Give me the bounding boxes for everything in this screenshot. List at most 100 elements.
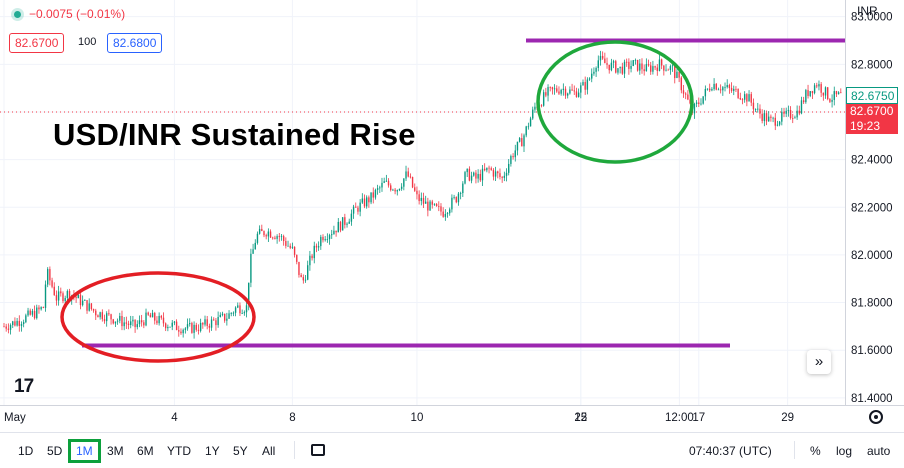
candle [663,65,665,76]
candle [243,310,246,316]
candle [344,213,346,229]
candle [444,209,447,221]
candle [741,98,744,105]
candle [608,64,610,74]
candle [695,100,698,108]
scroll-to-realtime-button[interactable]: » [807,350,831,374]
candle [341,217,344,231]
range-ytd-button[interactable]: YTD [167,444,191,458]
candle [372,187,374,204]
candle [719,84,722,94]
candle [601,51,604,60]
candle [553,84,556,95]
candle [317,241,320,251]
candle [783,107,785,118]
sell-price-button[interactable]: 82.6700 [9,33,65,53]
range-1m-button[interactable]: 1M [68,439,101,463]
tradingview-logo-icon[interactable]: 17 [14,376,34,397]
candle [516,141,519,156]
candle [750,91,752,107]
candle [547,84,549,102]
candle [250,248,252,288]
candle [706,88,709,91]
candle [577,88,580,98]
candle [545,87,547,98]
candle [582,79,584,86]
candle [798,105,801,116]
candle [505,168,508,182]
price-change-text: −0.0075 (−0.01%) [29,7,126,21]
candle [223,313,226,323]
candle [440,203,442,216]
candle [269,229,272,239]
range-5y-button[interactable]: 5Y [233,444,248,458]
candle [27,307,29,317]
candle [328,233,331,245]
candle [182,328,184,338]
percent-scale-button[interactable]: % [810,444,821,458]
candle [647,59,650,67]
candle [337,218,339,233]
candle [610,58,613,72]
candle [199,318,202,333]
candle [62,291,64,304]
candle [475,170,477,184]
chart-settings-icon[interactable] [869,410,883,424]
candle [88,298,90,312]
candle [639,58,641,75]
candle [704,85,707,101]
range-6m-button[interactable]: 6M [137,444,154,458]
candle [228,310,230,319]
candle [164,322,167,332]
range-1y-button[interactable]: 1Y [205,444,220,458]
range-5d-button[interactable]: 5D [47,444,63,458]
candle [833,86,835,106]
candle [296,254,298,265]
candle [768,111,770,122]
candle [352,204,355,219]
candle [193,321,195,339]
candle [33,305,36,320]
y-tick-label: 82.2000 [851,202,893,214]
candle [304,275,307,283]
candle [730,82,733,93]
candle [628,58,630,75]
candle [599,50,602,66]
candle [416,186,418,200]
candle [597,55,599,72]
candle [483,163,486,172]
utc-clock[interactable]: 07:40:37 (UTC) [689,444,772,458]
candle [99,311,101,320]
candle [776,120,779,127]
candle [191,321,193,334]
auto-scale-button[interactable]: auto [867,444,891,458]
candle [532,106,534,120]
log-scale-button[interactable]: log [836,444,853,458]
candle [108,309,110,316]
currency-label[interactable]: INR [857,4,878,18]
candle [90,303,93,311]
candle [311,253,313,261]
range-all-button[interactable]: All [262,444,276,458]
candle [800,96,803,115]
range-1d-button[interactable]: 1D [18,444,34,458]
candle [427,197,429,217]
candle [348,218,350,224]
candle [315,243,318,253]
candle [197,324,200,335]
candle [713,78,715,91]
candle [38,305,40,314]
candle [390,183,392,192]
date-range-icon[interactable] [311,444,325,456]
candle [660,58,663,70]
candle [149,312,152,318]
candle [479,169,482,182]
candle [785,107,787,118]
candle [654,65,656,71]
top-circle [536,40,694,164]
range-3m-button[interactable]: 3M [107,444,124,458]
candle [558,86,560,96]
candle [604,52,606,64]
buy-price-button[interactable]: 82.6800 [107,33,163,53]
